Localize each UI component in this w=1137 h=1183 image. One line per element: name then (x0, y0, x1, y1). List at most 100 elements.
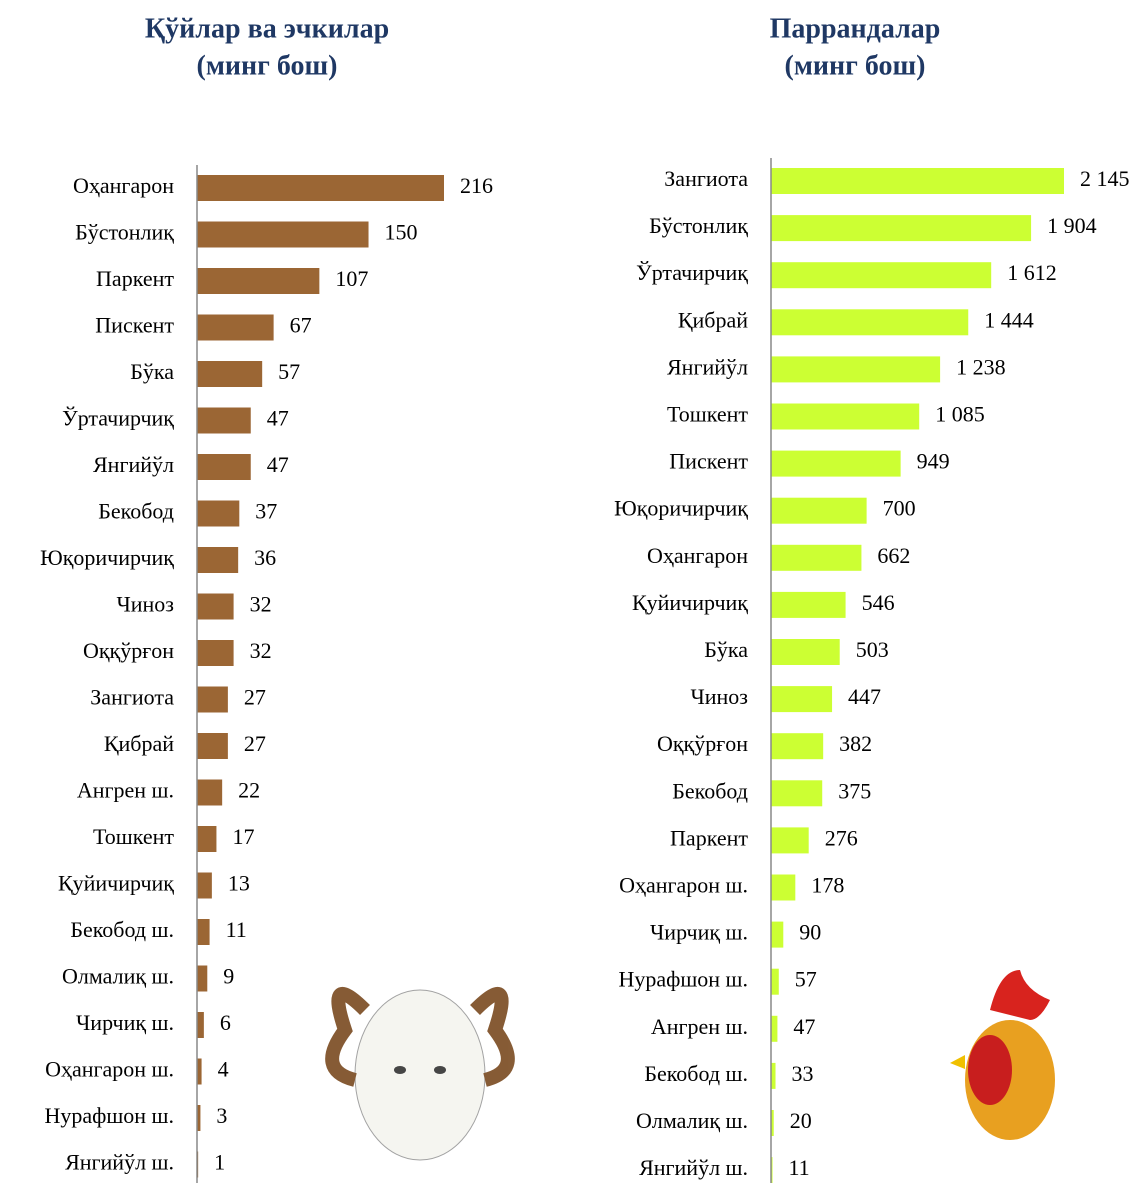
bar (197, 965, 208, 992)
category-label: Оҳангарон ш. (45, 1057, 174, 1082)
category-label: Оққўрғон (83, 638, 174, 663)
value-label: 1 444 (984, 307, 1033, 332)
bar (197, 1058, 202, 1085)
bar (771, 968, 779, 995)
bar (771, 780, 823, 807)
value-label: 1 904 (1047, 213, 1097, 238)
category-label: Чирчиқ ш. (650, 920, 748, 945)
bar (771, 262, 992, 289)
value-label: 382 (839, 731, 872, 756)
value-label: 20 (790, 1108, 812, 1133)
value-label: 11 (789, 1155, 810, 1180)
value-label: 503 (856, 637, 889, 662)
bar (197, 686, 228, 713)
category-label: Чиноз (116, 592, 174, 617)
category-label: Бўстонлиқ (75, 220, 174, 245)
value-label: 700 (883, 496, 916, 521)
category-label: Қибрай (678, 307, 748, 332)
bar (197, 826, 217, 852)
category-label: Ўртачирчиқ (636, 260, 748, 285)
bar (771, 827, 809, 854)
bar (771, 403, 920, 430)
category-label: Янгийўл (93, 452, 174, 477)
category-label: Нурафшон ш. (618, 967, 748, 992)
category-label: Паркент (670, 825, 748, 850)
value-label: 1 085 (935, 402, 985, 427)
category-label: Оҳангарон (73, 173, 174, 198)
category-label: Бўка (130, 359, 174, 384)
value-label: 47 (793, 1014, 815, 1039)
value-label: 2 145 (1080, 166, 1130, 191)
value-label: 32 (250, 592, 272, 617)
value-label: 1 (214, 1150, 225, 1175)
value-label: 67 (290, 313, 312, 338)
value-label: 90 (799, 920, 821, 945)
category-label: Янгийўл ш. (639, 1155, 748, 1180)
category-label: Қуйичирчиқ (632, 590, 748, 615)
bar (197, 779, 223, 806)
bar (771, 874, 796, 901)
chart-subtitle: (минг бош) (197, 50, 338, 81)
value-label: 1 238 (956, 354, 1006, 379)
value-label: 57 (278, 359, 300, 384)
category-label: Олмалиқ ш. (62, 964, 174, 989)
value-label: 27 (244, 731, 266, 756)
value-label: 276 (825, 825, 858, 850)
bar (197, 593, 234, 620)
bar (197, 454, 251, 480)
bar (197, 919, 210, 945)
bar (197, 314, 274, 341)
value-label: 949 (917, 449, 950, 474)
value-label: 33 (792, 1061, 814, 1086)
bar (771, 1110, 774, 1136)
category-label: Нурафшон ш. (44, 1103, 174, 1128)
bar (197, 640, 234, 666)
category-label: Янгийўл (667, 354, 748, 379)
value-label: 546 (862, 590, 895, 615)
bar (197, 268, 320, 294)
category-label: Бекобод (672, 778, 748, 803)
value-label: 3 (216, 1103, 227, 1128)
bar (771, 450, 901, 477)
value-label: 216 (460, 173, 493, 198)
bar (771, 686, 833, 713)
value-label: 662 (877, 543, 910, 568)
chart-subtitle: (минг бош) (785, 50, 926, 81)
bar (197, 1105, 201, 1131)
category-label: Ангрен ш. (651, 1014, 748, 1039)
category-label: Янгийўл ш. (65, 1150, 174, 1175)
category-label: Зангиота (90, 685, 174, 710)
rooster-illustration (950, 970, 1055, 1140)
value-label: 47 (267, 406, 289, 431)
category-label: Бекобод ш. (644, 1061, 748, 1086)
category-label: Зангиота (664, 166, 748, 191)
bar (771, 1062, 776, 1089)
bar (197, 175, 444, 201)
value-label: 6 (220, 1010, 231, 1035)
bar (771, 309, 969, 336)
bar (197, 1012, 204, 1038)
value-label: 1 612 (1007, 260, 1057, 285)
category-label: Қибрай (104, 731, 174, 756)
chart-title: Қўйлар ва эчкилар (145, 13, 389, 44)
value-label: 13 (228, 871, 250, 896)
bar (771, 497, 867, 524)
category-label: Юқоричирчиқ (614, 496, 748, 521)
chart-title: Паррандалар (770, 13, 941, 44)
category-label: Пискент (95, 313, 174, 338)
bar (197, 221, 369, 248)
value-label: 57 (795, 967, 817, 992)
value-label: 47 (267, 452, 289, 477)
bar (197, 733, 228, 759)
value-label: 178 (811, 873, 844, 898)
category-label: Ангрен ш. (77, 778, 174, 803)
bar (771, 356, 941, 383)
value-label: 32 (250, 638, 272, 663)
bar (771, 544, 862, 571)
bar (197, 547, 239, 573)
category-label: Чиноз (690, 684, 748, 709)
value-label: 27 (244, 685, 266, 710)
sheep-illustration (325, 987, 515, 1161)
value-label: 107 (335, 266, 368, 291)
